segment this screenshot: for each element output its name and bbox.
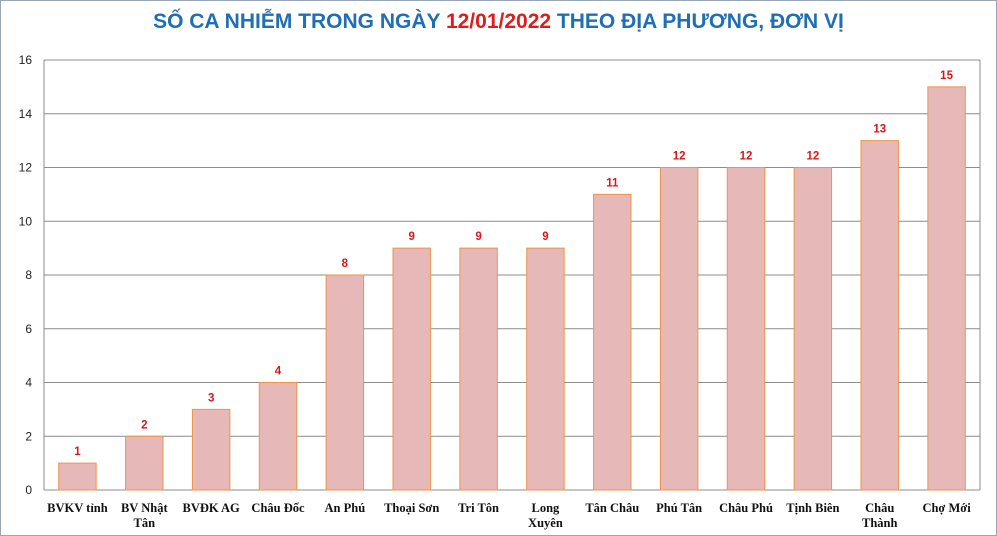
data-label: 15 xyxy=(940,70,953,82)
category-label: Tri Tôn xyxy=(458,501,499,515)
title-date: 12/01/2022 xyxy=(445,10,552,33)
data-label: 1 xyxy=(74,446,81,458)
bar xyxy=(191,408,231,491)
y-tick-label: 4 xyxy=(25,376,32,390)
category-label: Châu Thành xyxy=(862,501,897,530)
category-label: Phú Tân xyxy=(656,501,702,515)
bar xyxy=(793,167,833,491)
y-tick-label: 8 xyxy=(25,268,32,282)
bar xyxy=(526,247,565,491)
y-tick-label: 14 xyxy=(19,107,33,121)
data-label: 2 xyxy=(141,419,147,431)
category-label: Tịnh Biên xyxy=(786,501,839,515)
data-label: 9 xyxy=(542,231,548,243)
category-label: Long Xuyên xyxy=(528,501,563,530)
data-label: 13 xyxy=(873,124,886,136)
data-label: 9 xyxy=(409,231,415,243)
category-label: An Phú xyxy=(325,501,366,515)
bar xyxy=(927,86,966,491)
y-tick-label: 0 xyxy=(25,483,32,497)
bar xyxy=(125,435,164,491)
y-tick-label: 10 xyxy=(19,214,33,228)
data-label: 9 xyxy=(475,231,481,243)
title-prefix: SỐ CA NHIỄM TRONG NGÀY xyxy=(153,10,446,33)
y-tick-label: 12 xyxy=(19,161,33,175)
data-label: 8 xyxy=(342,258,349,270)
title-suffix: THEO ĐỊA PHƯƠNG, ĐƠN VỊ xyxy=(551,10,844,33)
bar xyxy=(659,167,699,491)
category-label: Tân Châu xyxy=(585,501,639,515)
category-label: BVĐK AG xyxy=(182,501,240,515)
bar xyxy=(325,274,365,491)
y-tick-label: 2 xyxy=(25,429,32,443)
bar xyxy=(459,247,498,491)
data-label: 3 xyxy=(208,392,214,404)
category-label: BV Nhật Tân xyxy=(121,501,168,530)
data-label: 12 xyxy=(740,151,753,163)
category-label: Thoại Sơn xyxy=(384,501,439,515)
chart-title: SỐ CA NHIỄM TRONG NGÀY 12/01/2022 THEO Đ… xyxy=(0,10,997,34)
bar xyxy=(726,167,766,491)
data-label: 12 xyxy=(806,151,819,163)
bar xyxy=(860,140,899,491)
category-label: BVKV tỉnh xyxy=(47,501,108,515)
bar xyxy=(258,382,298,491)
category-label: Châu Đốc xyxy=(251,501,305,515)
category-label: Chợ Mới xyxy=(922,501,971,515)
bar xyxy=(593,193,632,491)
bar xyxy=(392,247,431,491)
y-tick-label: 6 xyxy=(25,322,32,336)
data-label: 11 xyxy=(606,177,619,189)
data-label: 4 xyxy=(275,366,282,378)
y-tick-label: 16 xyxy=(19,53,33,67)
category-label: Châu Phú xyxy=(719,501,773,515)
data-label: 12 xyxy=(673,151,686,163)
bar xyxy=(58,462,97,491)
